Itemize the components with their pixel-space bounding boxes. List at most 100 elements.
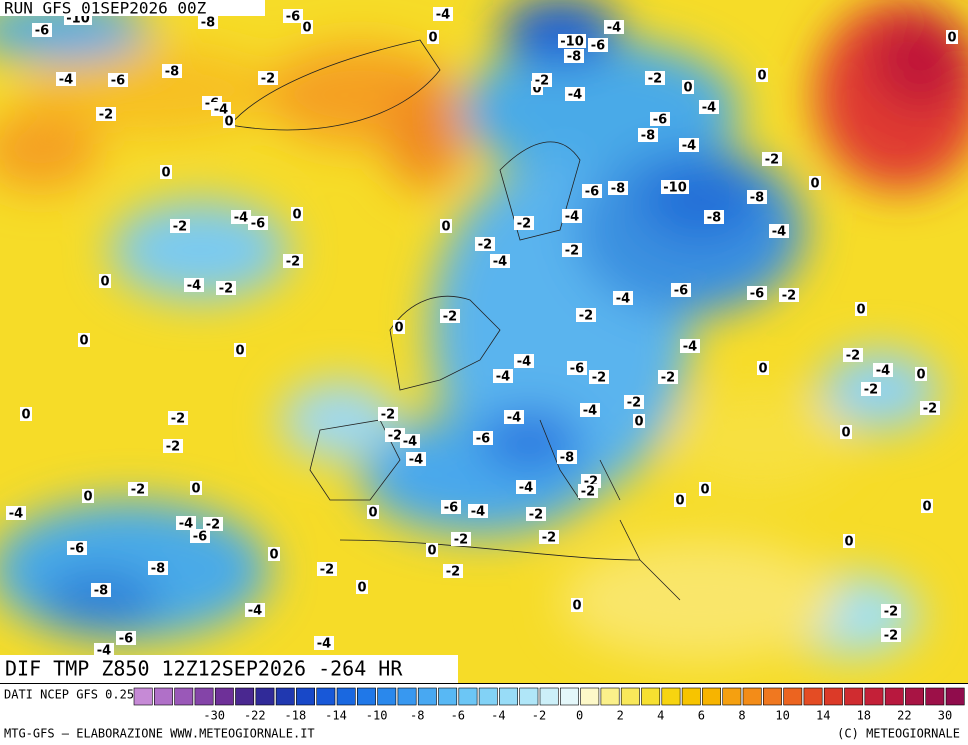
contour-label-box [234,343,246,357]
contour-label-box [532,73,552,87]
contour-label-box [168,411,188,425]
contour-label-box [56,72,76,86]
contour-label: 0 [757,69,766,84]
contour-label-box [184,278,204,292]
contour-label: -2 [782,289,796,304]
contour-label: -4 [496,370,510,385]
colorbar-tick-label: 0 [576,709,583,723]
contour-label: -2 [535,74,549,89]
contour-label-box [861,382,881,396]
contour-label: -2 [381,408,395,423]
contour-label-box [604,20,624,34]
contour-label: 0 [675,494,684,509]
contour-label-box [367,505,379,519]
colorbar-tick-label: 18 [857,709,871,723]
contour-label-box [843,534,855,548]
colorbar-tick-label: -14 [325,709,347,723]
contour-label-box [855,302,867,316]
contour-label-box [99,274,111,288]
contour-label-box [946,30,958,44]
contour-label-box [682,80,694,94]
contour-label-box [160,165,172,179]
contour-label: 0 [83,490,92,505]
contour-label: -6 [193,530,207,545]
contour-label-box [757,361,769,375]
colorbar-tick-label: -6 [451,709,465,723]
contour-label: -2 [592,371,606,386]
contour-label: -6 [674,284,688,299]
contour-label: -4 [607,21,621,36]
contour-label: -2 [627,396,641,411]
contour-label: -4 [409,453,423,468]
contour-label-box [679,138,699,152]
colorbar-swatch [864,687,884,706]
contour-label-box [915,367,927,381]
contour-label: -2 [923,402,937,417]
colorbar-tick-label: -30 [203,709,225,723]
contour-label: -4 [471,505,485,520]
contour-label-box [504,410,524,424]
contour-label: -8 [641,129,655,144]
contour-labels: -6-10 -8 -60-40 -10 -6-8-40-4 -6-8 -20-2-4-200… [6,7,958,659]
colorbar-swatch [499,687,518,706]
contour-label: -2 [565,244,579,259]
contour-label-box [451,532,471,546]
contour-label-box [406,452,426,466]
contour-label-box [426,543,438,557]
contour-label: -4 [568,88,582,103]
contour-label-box [588,38,608,52]
colorbar-swatch [702,687,722,706]
contour-label: -8 [707,211,721,226]
colorbar-tick-label: 10 [775,709,789,723]
contour-label: -2 [884,605,898,620]
contour-label: -2 [846,349,860,364]
contour-label-box [608,181,628,195]
contour-label-box [317,562,337,576]
contour-label: -8 [94,584,108,599]
contour-label-box [747,286,767,300]
contour-label: 0 [844,535,853,550]
contour-label-box [565,87,585,101]
colorbar-swatch [580,687,600,706]
colorbar-swatch [559,687,579,706]
contour-label: -4 [565,210,579,225]
contour-label: 0 [269,548,278,563]
contour-label: -4 [214,103,228,118]
contour-label: 0 [441,220,450,235]
contour-label-box [699,482,711,496]
contour-label: -6 [119,632,133,647]
contour-label: 0 [532,82,541,97]
contour-label-box [809,176,821,190]
colorbar-swatch [174,687,194,706]
contour-label: -6 [251,217,265,232]
colorbar-swatch [823,687,843,706]
contour-label: -2 [131,483,145,498]
contour-label: -2 [765,153,779,168]
contour-label: 0 [357,581,366,596]
contour-label: 0 [856,303,865,318]
contour-label-box [211,102,231,116]
contour-label: -2 [581,485,595,500]
colorbar-tick-label: 14 [816,709,830,723]
contour-label: -6 [653,113,667,128]
colorbar-swatch [154,687,173,706]
colorbar-swatch [722,687,742,706]
colorbar-swatch [641,687,661,706]
contour-label: -2 [261,72,275,87]
contour-label: -6 [750,287,764,302]
contour-label-box [268,547,280,561]
map-field [0,0,968,683]
colorbar-tick-label: -10 [366,709,388,723]
contour-label-box [539,530,559,544]
contour-label: 0 [947,31,956,46]
contour-label-box [468,504,488,518]
contour-label-box [427,30,439,44]
contour-label: -4 [97,644,111,659]
contour-label: -8 [151,562,165,577]
contour-label-box [564,49,584,63]
colorbar: -30 -22 -18 -14 -10 -8 -6 -4 -2 0 2 4 6 8 10 14 18 22 30 [133,687,965,723]
contour-label: 0 [79,334,88,349]
contour-label-box [645,71,665,85]
contour-label: 0 [302,21,311,36]
contour-label-box [580,403,600,417]
